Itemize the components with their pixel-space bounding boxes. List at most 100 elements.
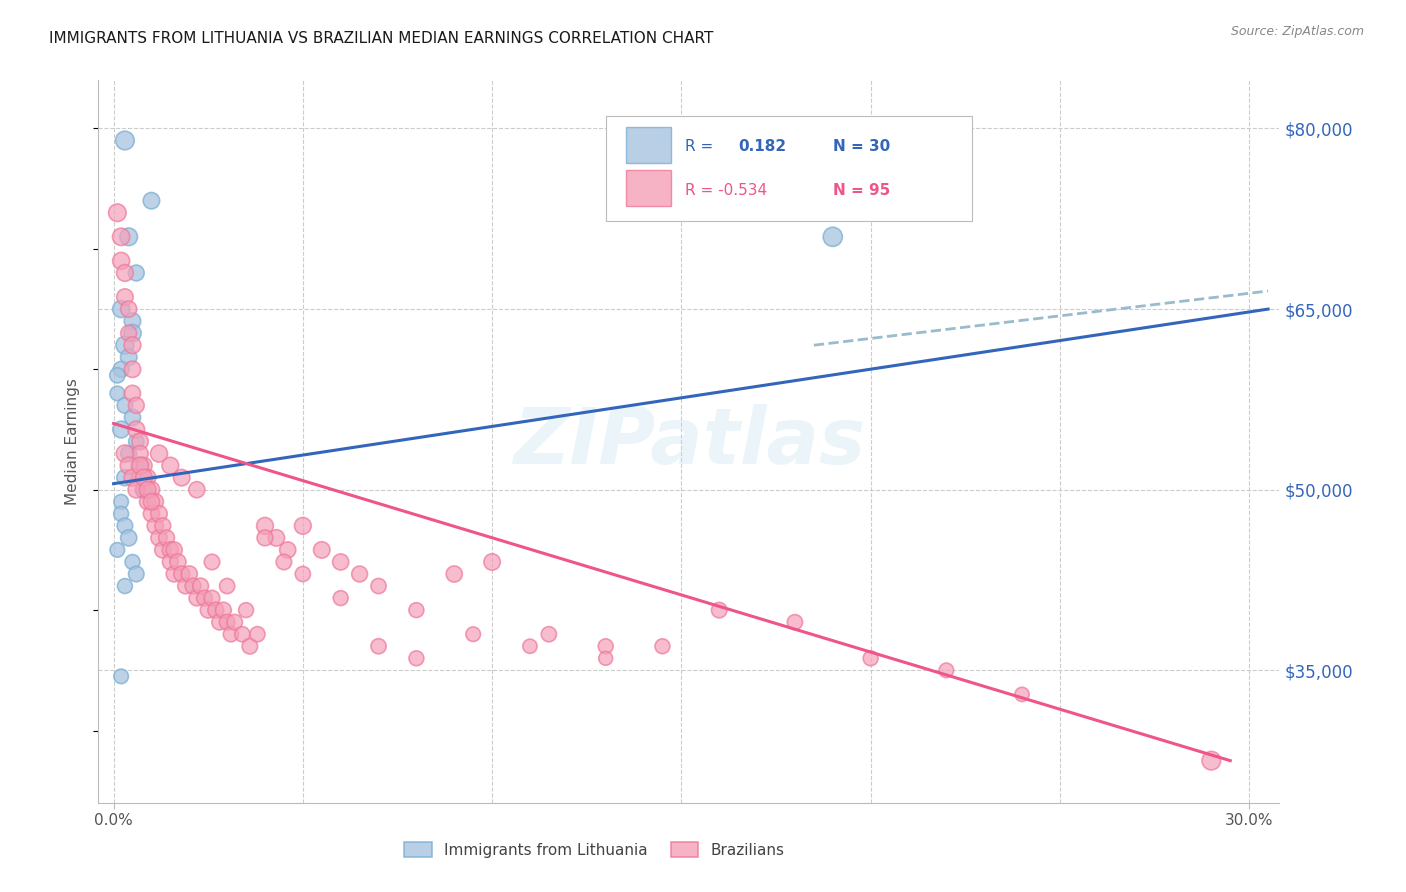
Point — [121, 410, 143, 425]
Point — [159, 542, 181, 557]
Point — [136, 470, 159, 484]
Text: 0.182: 0.182 — [738, 139, 787, 153]
Y-axis label: Median Earnings: Median Earnings — [65, 378, 80, 505]
Point — [239, 639, 262, 653]
Point — [125, 483, 148, 497]
Legend: Immigrants from Lithuania, Brazilians: Immigrants from Lithuania, Brazilians — [398, 836, 790, 863]
Point — [217, 579, 239, 593]
Point — [204, 603, 226, 617]
Point — [367, 639, 389, 653]
Point — [129, 458, 152, 473]
Point — [519, 639, 541, 653]
Point — [110, 422, 132, 436]
Point — [114, 470, 136, 484]
Point — [114, 133, 136, 147]
Point — [235, 603, 257, 617]
Point — [129, 470, 152, 484]
Point — [537, 627, 560, 641]
Point — [859, 651, 882, 665]
Point — [651, 639, 673, 653]
Point — [208, 615, 231, 630]
Point — [273, 555, 295, 569]
Point — [121, 314, 143, 328]
Point — [201, 591, 224, 605]
Point — [170, 567, 193, 582]
Point — [783, 615, 806, 630]
Point — [132, 483, 155, 497]
Point — [132, 458, 155, 473]
Point — [110, 253, 132, 268]
Point — [121, 338, 143, 352]
Point — [118, 458, 141, 473]
Point — [311, 542, 333, 557]
Point — [105, 386, 128, 401]
Point — [181, 579, 204, 593]
Point — [118, 350, 141, 364]
Point — [114, 398, 136, 412]
Point — [201, 555, 224, 569]
Point — [170, 470, 193, 484]
Point — [141, 483, 163, 497]
Point — [105, 205, 128, 219]
Point — [246, 627, 269, 641]
Point — [253, 518, 276, 533]
Text: N = 30: N = 30 — [832, 139, 890, 153]
Point — [110, 301, 132, 317]
Point — [110, 362, 132, 376]
Point — [266, 531, 288, 545]
Point — [148, 507, 170, 521]
Point — [114, 446, 136, 460]
Point — [132, 470, 155, 484]
Point — [136, 494, 159, 508]
Point — [148, 531, 170, 545]
Point — [1011, 687, 1033, 701]
Point — [405, 603, 427, 617]
Point — [114, 290, 136, 304]
Point — [163, 567, 186, 582]
Point — [152, 518, 174, 533]
Point — [481, 555, 503, 569]
Point — [110, 507, 132, 521]
Point — [349, 567, 371, 582]
Point — [105, 368, 128, 383]
Point — [118, 301, 141, 317]
Point — [148, 446, 170, 460]
Point — [463, 627, 485, 641]
Point — [935, 664, 957, 678]
Point — [125, 567, 148, 582]
Point — [821, 229, 844, 244]
Point — [143, 494, 166, 508]
Point — [105, 542, 128, 557]
Point — [212, 603, 235, 617]
Point — [443, 567, 465, 582]
Point — [179, 567, 201, 582]
Point — [114, 266, 136, 280]
Point — [110, 229, 132, 244]
Text: N = 95: N = 95 — [832, 183, 890, 198]
Point — [174, 579, 197, 593]
Point — [121, 555, 143, 569]
Point — [186, 591, 208, 605]
Point — [277, 542, 299, 557]
Point — [121, 470, 143, 484]
Point — [118, 326, 141, 340]
Point — [329, 591, 352, 605]
Point — [186, 483, 208, 497]
Point — [121, 326, 143, 340]
Point — [110, 669, 132, 683]
Point — [219, 627, 242, 641]
Point — [159, 458, 181, 473]
Point — [167, 555, 190, 569]
Point — [595, 639, 617, 653]
Point — [125, 398, 148, 412]
Point — [141, 494, 163, 508]
Point — [190, 579, 212, 593]
Point — [125, 266, 148, 280]
Point — [152, 542, 174, 557]
Text: R =: R = — [685, 139, 714, 153]
Point — [125, 434, 148, 449]
Point — [118, 229, 141, 244]
Point — [155, 531, 177, 545]
Point — [129, 434, 152, 449]
Point — [118, 531, 141, 545]
